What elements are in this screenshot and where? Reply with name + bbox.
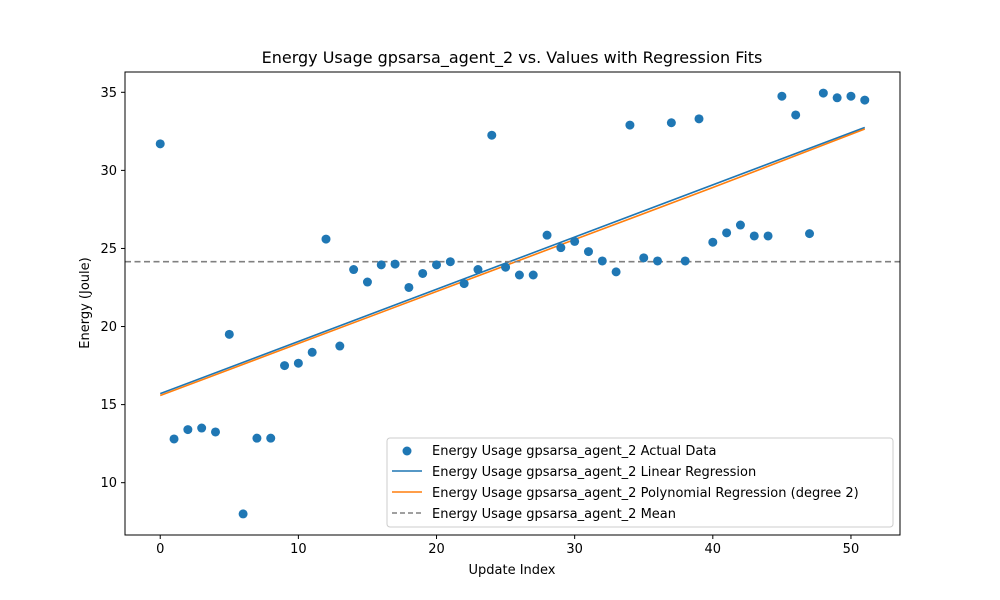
y-tick-label: 30 [100,164,117,179]
y-axis-label: Energy (Joule) [78,257,93,348]
legend-label-mean: Energy Usage gpsarsa_agent_2 Mean [432,507,676,522]
series-layer [125,88,900,519]
x-axis-label: Update Index [468,563,555,578]
data-point [404,282,414,292]
data-point [611,267,621,277]
data-point [542,230,552,240]
data-point [155,139,165,149]
legend: Energy Usage gpsarsa_agent_2 Actual Data… [386,437,894,528]
data-point [183,425,193,435]
data-point [735,220,745,230]
y-tick-label: 15 [100,398,117,413]
data-point [680,256,690,266]
data-point [805,229,815,239]
data-point [763,231,773,241]
data-point [362,277,372,287]
legend-label-linear: Energy Usage gpsarsa_agent_2 Linear Regr… [432,465,756,480]
data-point [238,509,248,519]
data-point [349,265,359,275]
data-point [487,130,497,140]
data-point [501,262,511,272]
x-tick-label: 40 [705,542,722,557]
data-point [749,231,759,241]
data-point [169,434,179,444]
data-point [376,260,386,270]
data-point [432,260,442,270]
data-point [210,427,220,437]
x-tick-label: 30 [566,542,583,557]
data-point [418,268,428,278]
data-point [818,88,828,98]
data-point [832,93,842,103]
x-tick-label: 10 [290,542,307,557]
data-point [583,247,593,257]
data-point [224,329,234,339]
x-tick-label: 0 [156,542,164,557]
data-point [597,256,607,266]
y-tick-label: 25 [100,242,117,257]
chart-title: Energy Usage gpsarsa_agent_2 vs. Values … [262,48,763,68]
x-tick-label: 50 [843,542,860,557]
y-tick-label: 35 [100,86,117,101]
data-point [846,91,856,101]
legend-label-actual: Energy Usage gpsarsa_agent_2 Actual Data [432,444,716,459]
data-point [666,118,676,128]
data-point [335,341,345,351]
legend-frame [386,437,894,528]
data-point [459,279,469,289]
data-point [860,95,870,105]
data-point [791,110,801,120]
data-point [445,257,455,267]
data-point [280,361,290,371]
legend-marker-actual [402,446,412,456]
data-point [570,236,580,246]
data-point [252,433,262,443]
y-tick-label: 20 [100,320,117,335]
data-point [694,114,704,124]
data-point [307,347,317,357]
data-point [528,270,538,280]
data-point [556,243,566,253]
data-point [777,91,787,101]
data-point [197,423,207,433]
data-point [390,259,400,269]
data-point [473,265,483,275]
data-point [708,237,718,247]
x-axis: 0 10 20 30 40 50 [156,535,859,557]
y-tick-label: 10 [100,476,117,491]
data-point [625,120,635,130]
legend-label-polynomial: Energy Usage gpsarsa_agent_2 Polynomial … [432,486,859,501]
x-tick-label: 20 [428,542,445,557]
plot-frame [124,71,901,536]
data-point [653,256,663,266]
data-point [639,253,649,263]
data-point [722,228,732,238]
y-axis: 10 15 20 25 30 35 [100,86,125,491]
data-point [321,234,331,244]
data-point [514,270,524,280]
data-point [293,358,303,368]
linear-regression-line [159,126,866,395]
data-point [266,433,276,443]
